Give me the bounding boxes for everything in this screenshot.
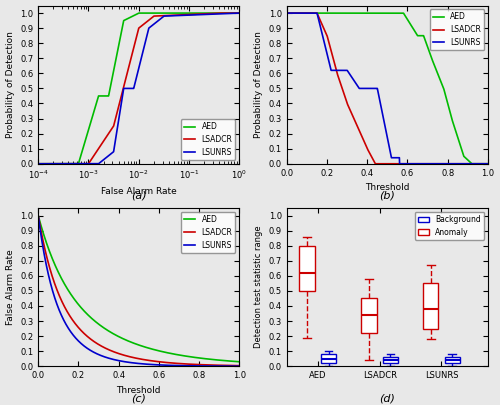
Y-axis label: Probability of Detection: Probability of Detection <box>254 31 263 138</box>
Text: (b): (b) <box>380 191 396 200</box>
Text: (a): (a) <box>131 191 146 200</box>
Legend: AED, LSADCR, LSUNRS: AED, LSADCR, LSUNRS <box>181 212 236 253</box>
Y-axis label: Detection test statistic range: Detection test statistic range <box>254 226 263 348</box>
PathPatch shape <box>299 246 314 291</box>
Y-axis label: False Alarm Rate: False Alarm Rate <box>6 249 15 325</box>
Legend: AED, LSADCR, LSUNRS: AED, LSADCR, LSUNRS <box>430 9 484 50</box>
Y-axis label: Probability of Detection: Probability of Detection <box>6 31 15 138</box>
PathPatch shape <box>382 357 398 363</box>
PathPatch shape <box>321 354 336 363</box>
PathPatch shape <box>361 298 376 333</box>
PathPatch shape <box>423 284 438 328</box>
X-axis label: Threshold: Threshold <box>365 183 410 192</box>
X-axis label: False Alarm Rate: False Alarm Rate <box>101 187 176 196</box>
Legend: AED, LSADCR, LSUNRS: AED, LSADCR, LSUNRS <box>181 119 236 160</box>
Text: (c): (c) <box>132 393 146 403</box>
X-axis label: Threshold: Threshold <box>116 386 161 395</box>
PathPatch shape <box>444 357 460 363</box>
Text: (d): (d) <box>380 393 396 403</box>
Legend: Background, Anomaly: Background, Anomaly <box>414 212 484 240</box>
